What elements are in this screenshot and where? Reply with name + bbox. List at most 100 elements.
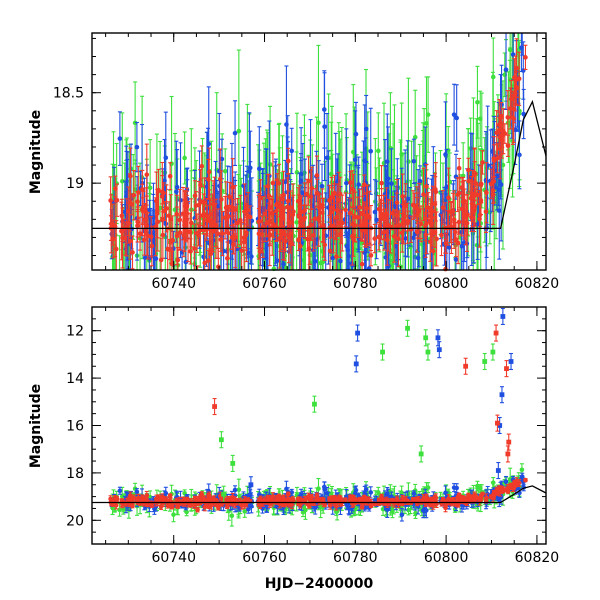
top-data-point <box>446 245 452 250</box>
top-data-point <box>385 237 390 243</box>
top-data-point <box>200 213 206 219</box>
top-data-point <box>352 157 358 163</box>
top-data-point <box>149 243 155 249</box>
top-data-point <box>174 211 180 217</box>
top-data-point <box>238 201 244 207</box>
top-data-point <box>167 173 173 179</box>
top-axis-ticks: 60740 60760 60780 60800 60820 18.5 19 <box>53 33 559 292</box>
top-data-point <box>289 241 295 247</box>
top-data-point <box>130 250 135 255</box>
bottom-data-point <box>242 509 247 514</box>
top-data-point <box>177 217 183 223</box>
top-data-point <box>424 184 429 189</box>
top-data-point <box>491 179 497 184</box>
top-data-point <box>400 194 405 199</box>
top-data-point <box>434 236 439 242</box>
bottom-data-point <box>171 512 176 517</box>
top-ylabel: Magnitude <box>28 110 44 194</box>
top-data-point <box>379 180 384 186</box>
top-data-point <box>500 162 506 168</box>
top-data-point <box>322 107 327 112</box>
top-data-point <box>196 233 201 238</box>
top-data-point <box>187 229 193 235</box>
top-data-point <box>154 211 160 216</box>
bottom-data-points <box>108 307 528 527</box>
bottom-data-point <box>184 509 189 515</box>
top-data-point <box>466 167 471 173</box>
top-data-point <box>505 115 511 120</box>
top-data-point <box>428 221 434 227</box>
top-data-point <box>521 111 526 117</box>
top-data-point <box>274 202 279 208</box>
top-data-point <box>113 246 119 252</box>
top-data-point <box>134 144 140 150</box>
top-data-point <box>401 217 406 222</box>
top-data-point <box>168 216 174 222</box>
top-data-point <box>230 207 236 212</box>
top-data-point <box>235 220 240 226</box>
top-data-point <box>314 173 320 178</box>
top-data-point <box>182 155 187 161</box>
top-data-point <box>270 180 276 186</box>
top-data-point <box>343 207 348 213</box>
top-x-tick-label: 60780 <box>333 276 378 292</box>
top-data-point <box>427 239 433 245</box>
top-data-point <box>403 236 408 241</box>
top-data-point <box>322 242 327 248</box>
top-plot-frame <box>91 32 547 271</box>
top-data-point <box>284 122 289 127</box>
top-data-point <box>246 250 251 256</box>
top-data-point <box>317 206 322 211</box>
top-data-point <box>454 115 459 121</box>
top-data-point <box>220 231 225 236</box>
top-data-point <box>208 248 214 253</box>
top-data-point <box>283 238 288 244</box>
top-data-point <box>334 254 339 259</box>
top-data-point <box>329 194 334 200</box>
top-data-point <box>362 223 368 228</box>
top-data-point <box>262 211 268 217</box>
top-data-point <box>242 209 247 215</box>
top-data-point <box>484 190 489 196</box>
top-data-point <box>352 223 358 228</box>
top-data-point <box>446 195 451 201</box>
top-data-point <box>247 214 253 220</box>
top-data-point <box>372 236 377 241</box>
top-data-point <box>475 222 480 227</box>
top-data-point <box>238 217 243 223</box>
top-data-point <box>256 166 262 172</box>
top-data-point <box>330 255 336 261</box>
top-data-point <box>411 159 417 164</box>
top-data-point <box>316 215 322 221</box>
top-data-point <box>175 257 181 263</box>
top-data-point <box>144 172 150 177</box>
top-panel: 60740 60760 60780 60800 60820 18.5 19 Magnitud… <box>28 32 559 292</box>
top-data-point <box>414 229 420 235</box>
top-data-point <box>119 178 125 184</box>
top-x-tick-label: 60740 <box>151 276 196 292</box>
top-data-point <box>247 169 252 174</box>
top-data-point <box>127 238 133 244</box>
bottom-data-point <box>117 507 122 513</box>
top-data-point <box>174 189 179 195</box>
top-data-point <box>232 130 238 136</box>
top-data-point <box>450 208 456 214</box>
top-data-point <box>455 192 460 197</box>
top-data-point <box>154 198 159 204</box>
top-data-point <box>174 233 180 239</box>
bottom-data-point <box>406 507 411 513</box>
top-data-point <box>513 91 518 96</box>
top-data-point <box>127 200 133 205</box>
top-data-point <box>517 152 522 158</box>
bottom-data-point <box>490 480 496 485</box>
top-data-point <box>405 220 410 226</box>
top-data-point <box>327 248 333 254</box>
top-data-point <box>158 257 164 263</box>
top-data-point <box>202 260 208 266</box>
top-data-point <box>338 258 343 264</box>
top-data-point <box>376 234 382 240</box>
bottom-data-point <box>119 494 125 499</box>
top-data-point <box>239 248 244 253</box>
top-y-tick-label: 18.5 <box>53 86 84 102</box>
